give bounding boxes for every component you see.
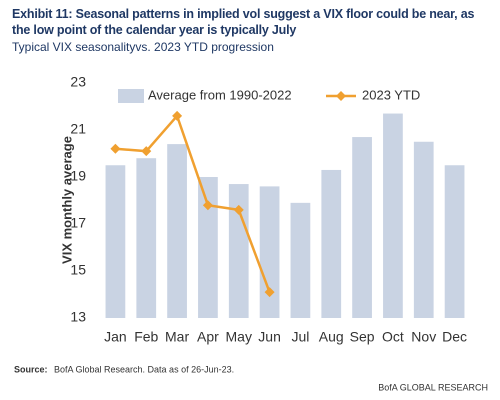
bar	[383, 113, 403, 318]
bar	[444, 165, 465, 318]
x-tick-label: Mar	[165, 329, 189, 345]
bar	[136, 158, 157, 318]
bar	[167, 144, 187, 318]
line	[115, 113, 271, 293]
marker	[110, 143, 121, 154]
x-tick-label: Apr	[197, 329, 219, 345]
footer: BofA GLOBAL RESEARCH	[378, 382, 488, 392]
marker	[264, 287, 275, 298]
marker	[202, 200, 213, 211]
x-tick-label: Jan	[104, 329, 127, 345]
bar	[105, 165, 126, 318]
x-tick-label: Sep	[350, 329, 375, 345]
y-tick-label: 15	[70, 262, 86, 278]
bar	[413, 141, 434, 318]
y-tick-label: 13	[70, 309, 86, 325]
y-tick-label: 17	[70, 215, 86, 231]
bar	[198, 177, 218, 318]
source-text: BofA Global Research. Data as of 26-Jun-…	[54, 364, 234, 374]
x-tick-label: Aug	[319, 329, 344, 345]
bar	[321, 169, 342, 318]
chart-title: Exhibit 11: Seasonal patterns in implied…	[12, 7, 475, 37]
marker	[233, 204, 244, 215]
legend-swatch	[336, 91, 346, 101]
legend-label: 2023 YTD	[362, 87, 420, 102]
y-tick-label: 23	[70, 74, 86, 90]
legend-swatch	[118, 89, 144, 103]
legend-label: Average from 1990-2022	[148, 87, 292, 102]
y-tick-label: 19	[70, 168, 86, 184]
marker	[172, 110, 183, 121]
y-tick-label: 21	[70, 121, 86, 137]
bar	[352, 137, 372, 318]
x-tick-label: Jul	[291, 329, 309, 345]
x-tick-label: Dec	[442, 329, 467, 345]
y-axis-label: VIX monthly average	[59, 136, 74, 264]
marker	[141, 146, 152, 157]
x-tick-label: Nov	[411, 329, 436, 345]
x-tick-label: May	[226, 329, 252, 345]
bar	[290, 202, 311, 318]
x-tick-label: Oct	[382, 329, 404, 345]
source-label: Source:	[14, 364, 48, 374]
x-tick-label: Feb	[134, 329, 158, 345]
x-tick-label: Jun	[258, 329, 281, 345]
chart-subtitle: Typical VIX seasonalityvs. 2023 YTD prog…	[12, 40, 274, 54]
bar	[259, 186, 280, 318]
bar	[228, 184, 249, 318]
